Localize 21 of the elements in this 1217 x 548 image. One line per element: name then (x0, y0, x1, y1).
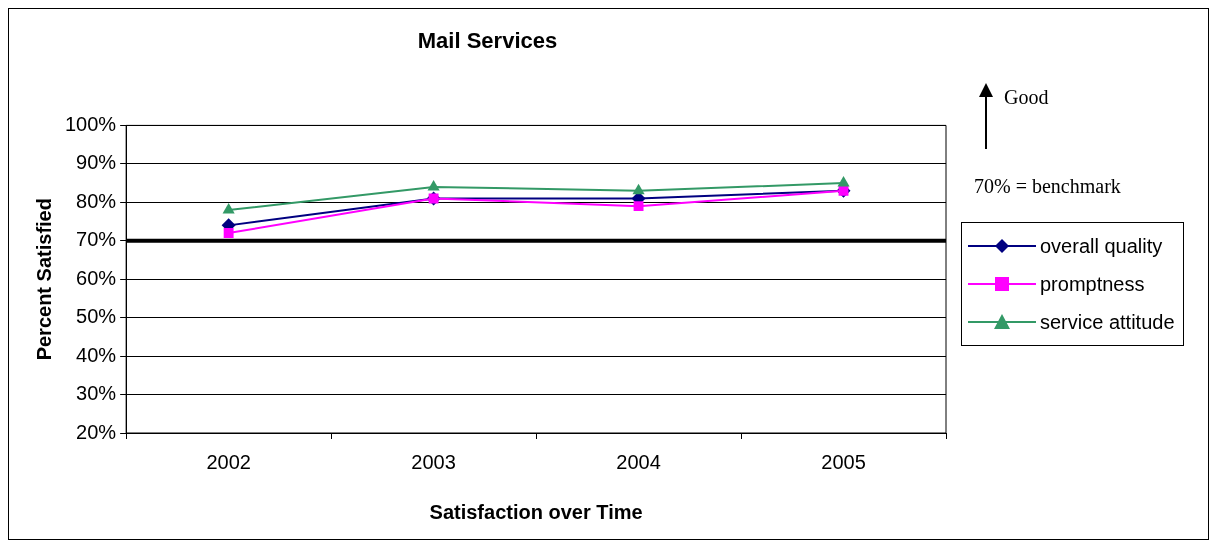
y-tick-label: 60% (76, 266, 117, 289)
x-tick-label: 2002 (206, 450, 251, 473)
legend-label: service attitude (1040, 310, 1175, 335)
y-tick-label: 30% (76, 382, 117, 405)
y-tick-label: 80% (76, 189, 117, 212)
y-tick-label: 90% (76, 151, 117, 174)
y-tick-label: 20% (76, 420, 117, 443)
y-tick-label: 40% (76, 343, 117, 366)
x-tick-label: 2004 (616, 450, 661, 473)
y-axis-title: Percent Satisfied (32, 198, 55, 361)
y-tick-label: 100% (65, 112, 117, 135)
x-tick-label: 2003 (411, 450, 456, 473)
text: Good (1004, 86, 1049, 108)
legend-label: promptness (1040, 272, 1145, 297)
chart-title: Mail Services (417, 28, 558, 54)
x-tick-label: 2005 (821, 450, 866, 473)
x-axis-title: Satisfaction over Time (429, 500, 643, 523)
y-tick-label: 70% (76, 228, 117, 251)
legend-label: overall quality (1040, 234, 1163, 259)
text: 70% = benchmark (974, 175, 1121, 197)
y-tick-label: 50% (76, 305, 117, 328)
